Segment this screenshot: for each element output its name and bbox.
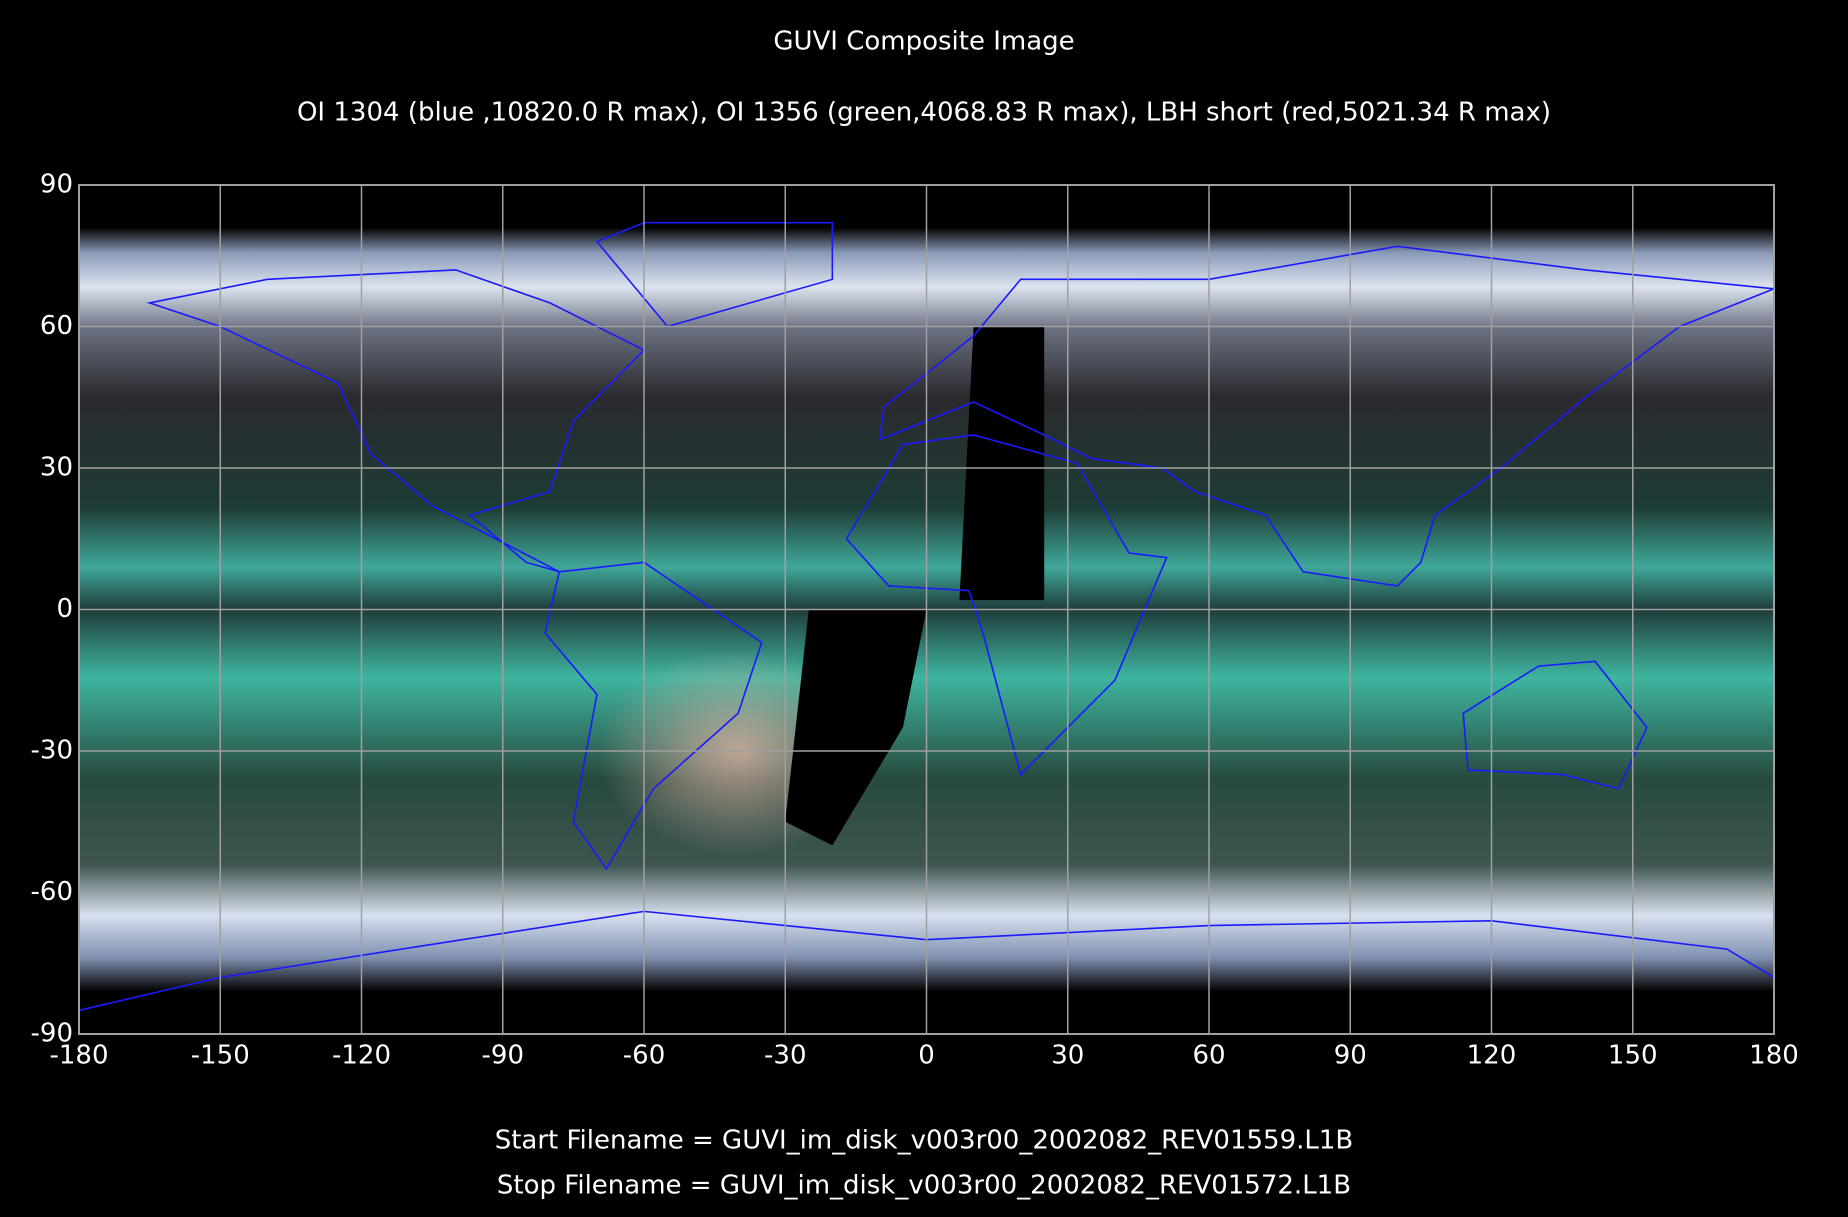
x-tick-label: 120 bbox=[1467, 1041, 1517, 1071]
footer-text: Stop Filename = GUVI_im_disk_v003r00_200… bbox=[497, 1171, 1351, 1201]
y-tick-label: -30 bbox=[31, 736, 73, 766]
x-tick-label: 180 bbox=[1749, 1041, 1799, 1071]
y-tick-label: 30 bbox=[40, 453, 73, 483]
x-tick-label: 60 bbox=[1192, 1041, 1225, 1071]
footer-text: Start Filename = GUVI_im_disk_v003r00_20… bbox=[495, 1126, 1354, 1156]
page: {"chart_data": {"type": "map", "title": … bbox=[0, 0, 1848, 1217]
y-tick-label: 0 bbox=[56, 594, 73, 624]
x-tick-label: 0 bbox=[918, 1041, 935, 1071]
x-tick-label: 150 bbox=[1608, 1041, 1658, 1071]
chart-subtitle: OI 1304 (blue ,10820.0 R max), OI 1356 (… bbox=[297, 98, 1551, 128]
chart: GUVI Composite Image OI 1304 (blue ,1082… bbox=[0, 0, 1848, 1217]
y-tick-label: 60 bbox=[40, 311, 73, 341]
y-tick-label: -90 bbox=[31, 1019, 73, 1049]
x-tick-label: 90 bbox=[1334, 1041, 1367, 1071]
x-tick-label: -90 bbox=[482, 1041, 524, 1071]
x-tick-label: -150 bbox=[191, 1041, 250, 1071]
x-tick-label: -30 bbox=[764, 1041, 806, 1071]
chart-title: GUVI Composite Image bbox=[773, 27, 1074, 57]
x-tick-label: 30 bbox=[1051, 1041, 1084, 1071]
x-tick-label: -60 bbox=[623, 1041, 665, 1071]
data-gap bbox=[959, 327, 1044, 601]
y-tick-label: -60 bbox=[31, 877, 73, 907]
y-tick-label: 90 bbox=[40, 170, 73, 200]
x-tick-label: -120 bbox=[332, 1041, 391, 1071]
